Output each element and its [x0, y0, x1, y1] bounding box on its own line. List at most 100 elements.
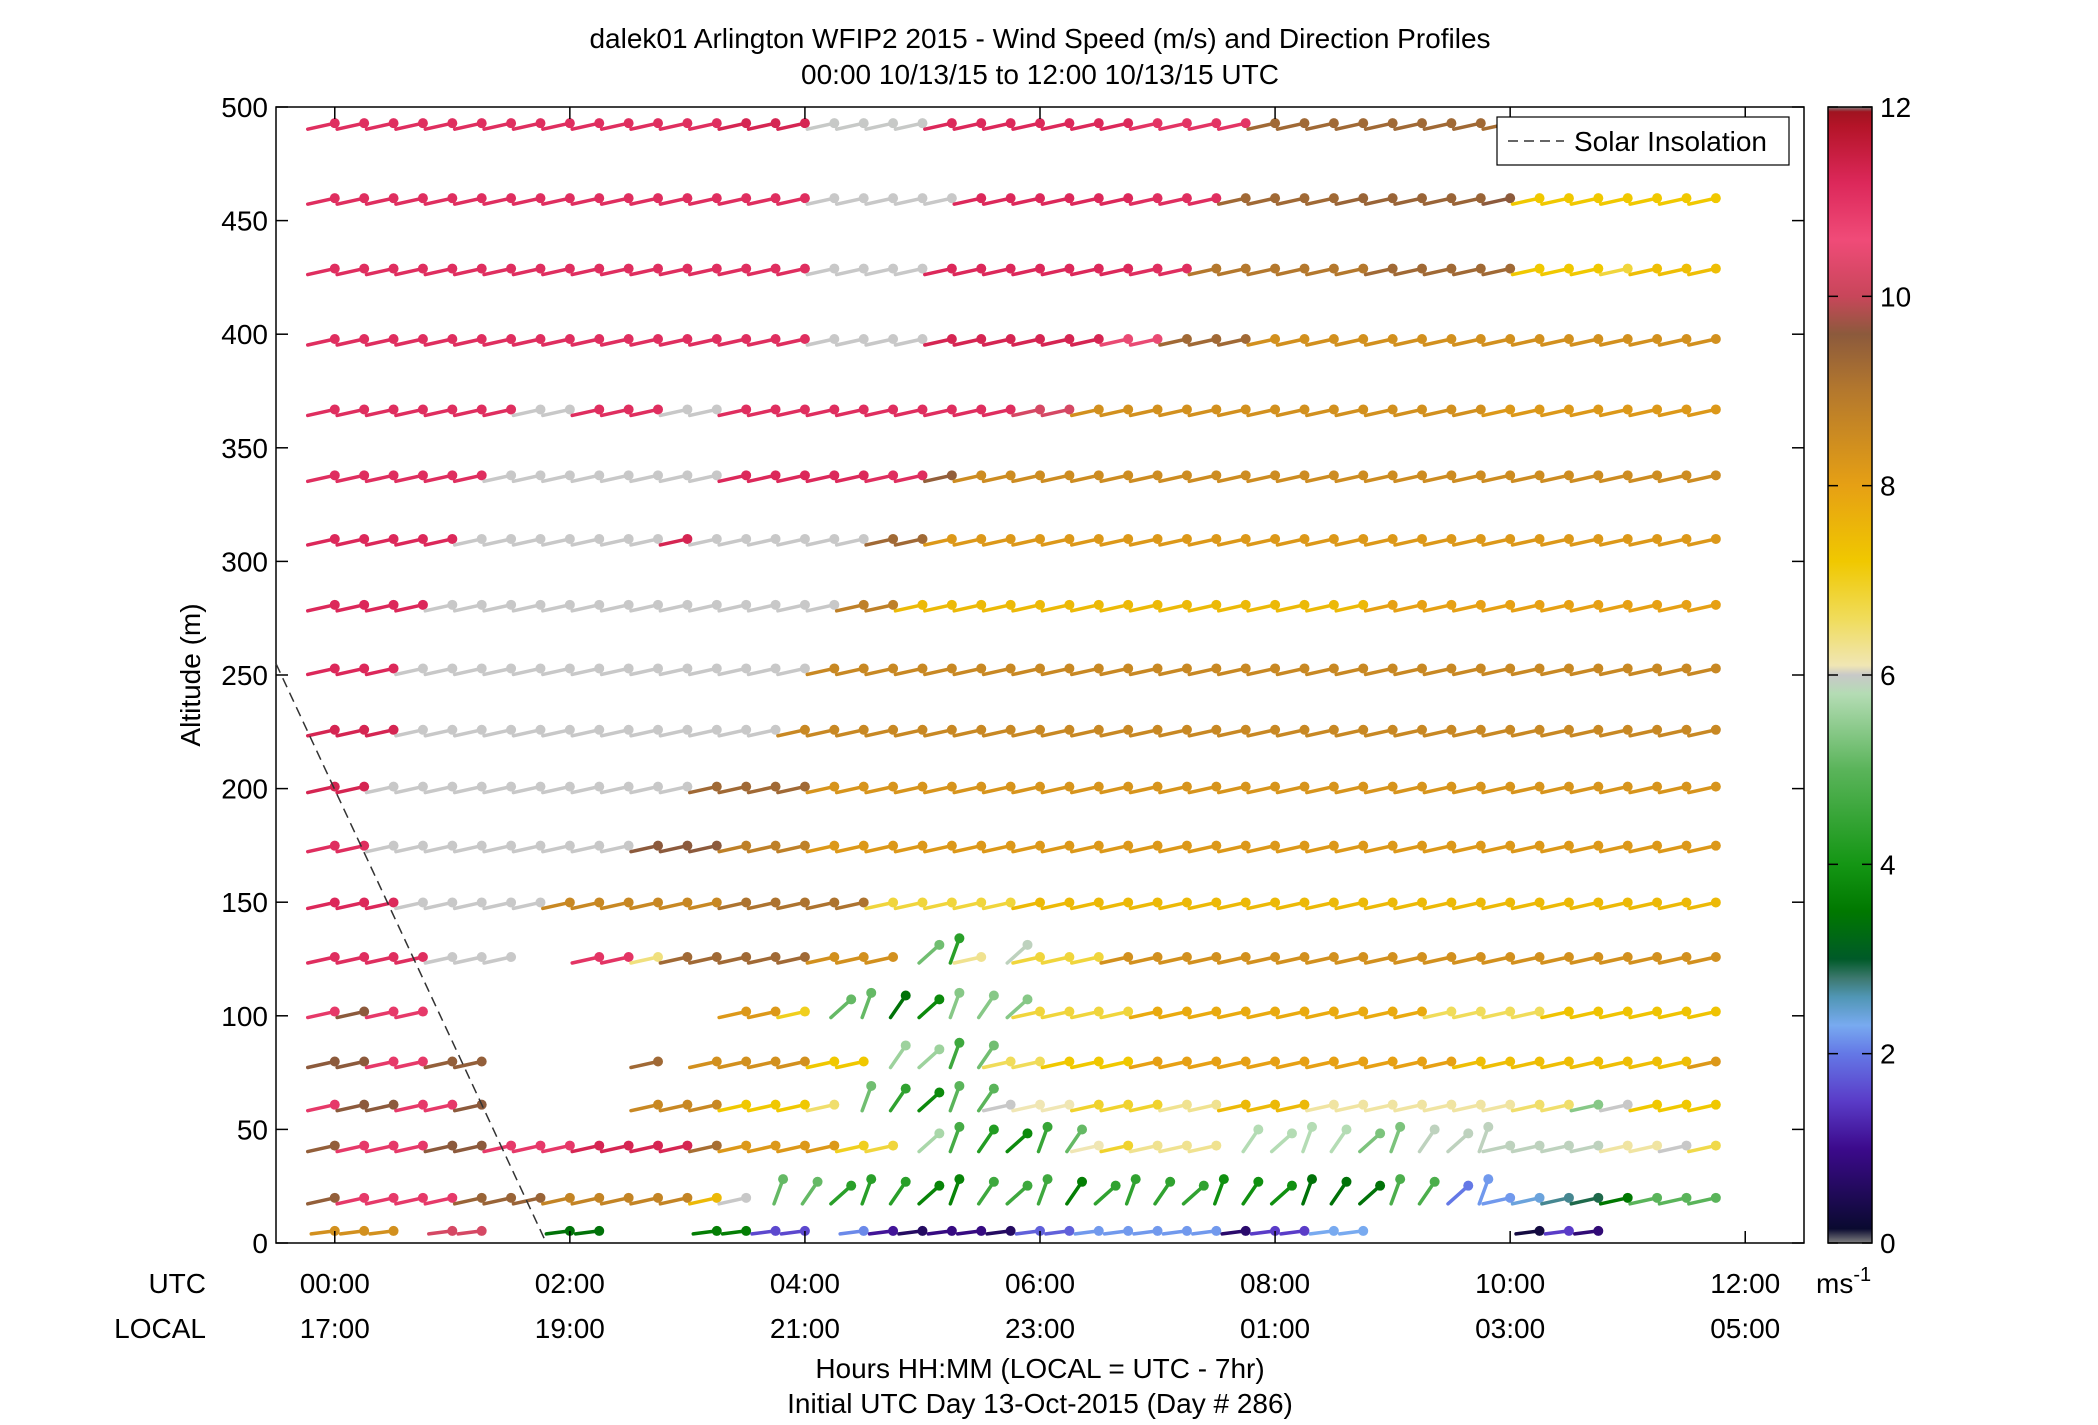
barb-point-149-6 — [506, 897, 517, 908]
barb-point-337-26 — [1093, 470, 1104, 481]
barb-point-309-18 — [858, 533, 869, 544]
barb-point-252-13 — [711, 663, 722, 674]
barb-point-225-30 — [1211, 724, 1222, 735]
barb-point-200-8 — [564, 781, 575, 792]
barb-point-337-42 — [1563, 470, 1574, 481]
barb-point-459-25 — [1064, 193, 1075, 204]
barb-point-125-17 — [829, 952, 840, 962]
barb-point-397-38 — [1446, 334, 1457, 345]
barb-point-252-27 — [1123, 663, 1134, 674]
barb-point-200-6 — [506, 781, 517, 792]
barb-point-60-14 — [741, 1099, 752, 1110]
barb-point-149-29 — [1181, 897, 1192, 908]
barb-point-174-40 — [1505, 840, 1516, 851]
barb-point-79-25 — [1064, 1056, 1075, 1067]
barb-point-149-17 — [829, 897, 840, 908]
barb-point-397-45 — [1652, 334, 1663, 345]
utc-row-label: UTC — [148, 1268, 206, 1299]
barb-point-60-23 — [1005, 1099, 1016, 1110]
barb-point-337-34 — [1328, 470, 1339, 481]
barb-point-337-27 — [1123, 470, 1134, 481]
barb-point-280-12 — [682, 599, 693, 610]
barb-point-492-15 — [770, 118, 781, 129]
barb-point-174-12 — [682, 840, 693, 851]
colorbar-tick-label-12: 12 — [1880, 92, 1911, 123]
barb-point-42-32 — [1286, 1128, 1297, 1139]
barb-point-397-39 — [1475, 334, 1486, 345]
y-tick-label-150: 150 — [221, 887, 268, 918]
barb-point-397-0 — [329, 334, 340, 345]
barb-point-252-17 — [829, 663, 840, 674]
barb-point-280-22 — [976, 599, 987, 610]
barb-point-101-37 — [1417, 1006, 1427, 1017]
barb-point-280-8 — [564, 599, 575, 610]
barb-point-397-44 — [1622, 334, 1633, 345]
x-tick-label-utc-00:00: 00:00 — [300, 1268, 370, 1299]
barb-point-225-38 — [1446, 724, 1457, 735]
barb-point-428-34 — [1328, 263, 1339, 274]
barb-point-397-19 — [888, 334, 899, 345]
barb-point-428-40 — [1505, 263, 1516, 274]
barb-point-101-17 — [846, 994, 857, 1005]
barb-point-492-22 — [976, 118, 987, 129]
barb-point-42-20 — [934, 1128, 945, 1139]
barb-point-492-19 — [888, 118, 899, 129]
barb-point-366-6 — [506, 404, 517, 415]
barb-point-366-46 — [1681, 404, 1692, 415]
barb-point-252-41 — [1534, 663, 1545, 674]
barb-point-459-26 — [1093, 193, 1104, 204]
barb-point-428-25 — [1064, 263, 1075, 274]
barb-point-200-26 — [1093, 781, 1104, 792]
barb-point-42-4 — [447, 1140, 458, 1151]
barb-point-79-14 — [741, 1056, 752, 1067]
barb-point-149-7 — [535, 897, 546, 908]
barb-point-397-26 — [1093, 334, 1104, 345]
barb-point-492-32 — [1270, 118, 1281, 129]
barb-point-79-45 — [1652, 1056, 1663, 1067]
barb-point-459-1 — [359, 193, 370, 204]
barb-point-309-26 — [1093, 533, 1104, 544]
barb-point-492-35 — [1358, 118, 1369, 129]
barb-point-101-15 — [770, 1006, 781, 1017]
barb-point-366-8 — [564, 404, 575, 415]
barb-point-337-37 — [1417, 470, 1427, 481]
barb-point-125-32 — [1270, 952, 1281, 962]
barb-point-337-36 — [1387, 470, 1398, 481]
barb-point-428-36 — [1387, 263, 1398, 274]
y-axis-label: Altitude (m) — [175, 603, 206, 746]
barb-point-280-41 — [1534, 599, 1545, 610]
barb-point-174-10 — [623, 840, 634, 851]
barb-point-397-3 — [417, 334, 428, 345]
x-axis-ticks: 00:00 17:00 02:00 19:00 04:00 21:00 06:00 23:00… — [300, 107, 1780, 1344]
barb-point-200-32 — [1270, 781, 1281, 792]
barb-point-397-42 — [1563, 334, 1574, 345]
colorbar-unit-base: ms — [1816, 1268, 1853, 1299]
barb-point-101-30 — [1211, 1006, 1222, 1017]
barb-point-174-34 — [1328, 840, 1339, 851]
barb-point-459-12 — [682, 193, 693, 204]
barb-point-366-21 — [946, 404, 957, 415]
barb-point-397-22 — [976, 334, 987, 345]
barb-point-225-8 — [564, 724, 575, 735]
barb-point-309-15 — [770, 533, 781, 544]
barb-point-459-2 — [388, 193, 399, 204]
barb-point-225-22 — [976, 724, 987, 735]
barb-point-309-13 — [711, 533, 722, 544]
barb-point-200-45 — [1652, 781, 1663, 792]
barb-point-252-25 — [1064, 663, 1075, 674]
barb-point-60-2 — [388, 1099, 399, 1110]
barb-point-428-38 — [1446, 263, 1457, 274]
barb-point-280-18 — [858, 599, 869, 610]
barb-point-4-18 — [858, 1225, 869, 1236]
barb-point-225-36 — [1387, 724, 1398, 735]
barb-point-19-11 — [653, 1192, 663, 1203]
barb-point-280-31 — [1240, 599, 1251, 610]
barb-point-492-10 — [623, 118, 634, 129]
barb-point-101-31 — [1240, 1006, 1251, 1017]
barb-point-79-38 — [1446, 1056, 1457, 1067]
barb-point-492-27 — [1123, 118, 1134, 129]
barb-point-60-37 — [1417, 1099, 1427, 1110]
barb-point-397-24 — [1035, 334, 1045, 345]
barb-point-280-44 — [1622, 599, 1633, 610]
barb-point-79-26 — [1093, 1056, 1104, 1067]
